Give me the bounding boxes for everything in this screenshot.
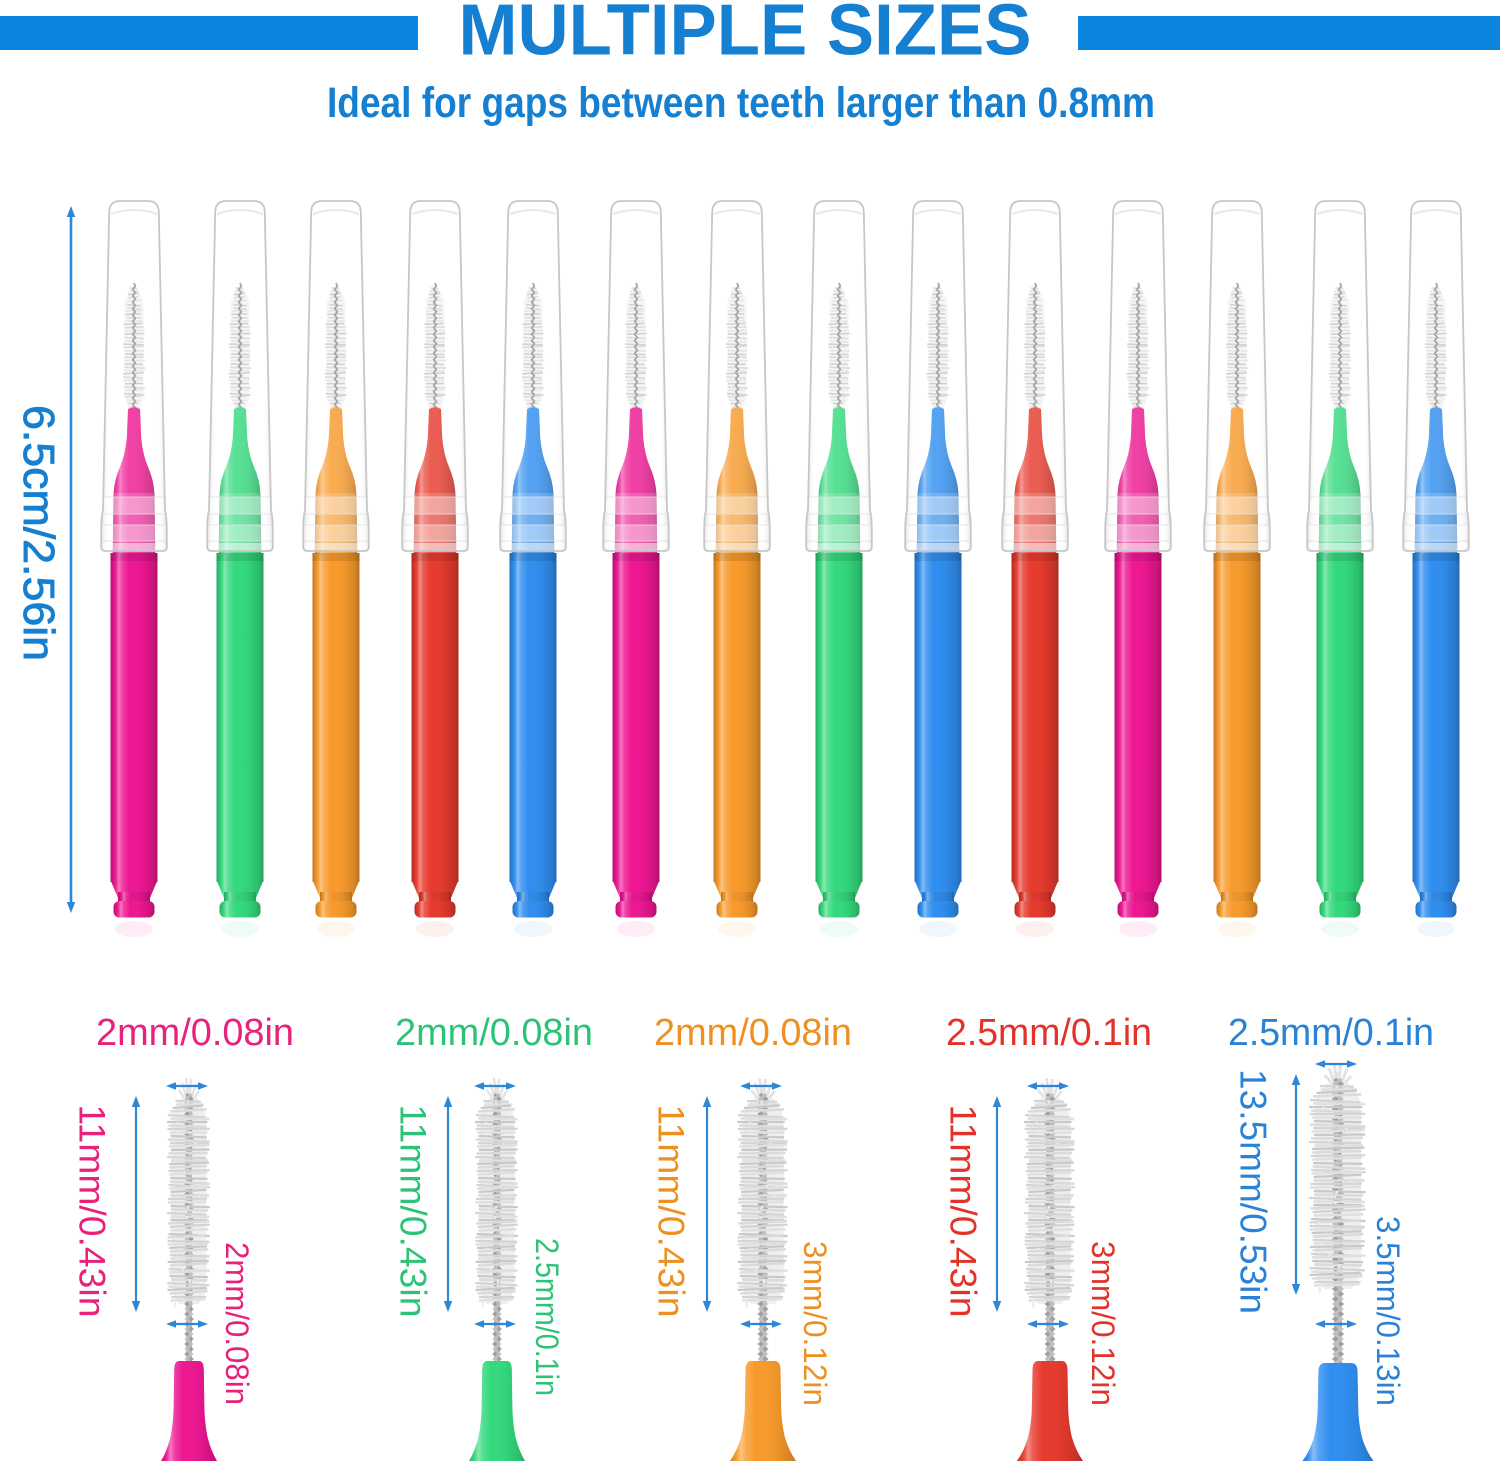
svg-text:2.5mm/0.1in: 2.5mm/0.1in: [1228, 1012, 1434, 1054]
svg-text:3.5mm/0.13in: 3.5mm/0.13in: [1370, 1216, 1406, 1406]
svg-text:3mm/0.12in: 3mm/0.12in: [797, 1241, 833, 1406]
svg-text:11mm/0.43in: 11mm/0.43in: [72, 1105, 113, 1318]
svg-text:3mm/0.12in: 3mm/0.12in: [1085, 1241, 1121, 1406]
svg-text:6.5cm/2.56in: 6.5cm/2.56in: [14, 405, 63, 661]
svg-text:2mm/0.08in: 2mm/0.08in: [395, 1012, 593, 1054]
svg-text:2mm/0.08in: 2mm/0.08in: [96, 1012, 294, 1054]
svg-text:13.5mm/0.53in: 13.5mm/0.53in: [1233, 1069, 1274, 1314]
svg-text:2mm/0.08in: 2mm/0.08in: [654, 1012, 852, 1054]
svg-text:2.5mm/0.1in: 2.5mm/0.1in: [529, 1238, 565, 1396]
svg-text:MULTIPLE SIZES: MULTIPLE SIZES: [459, 0, 1032, 71]
svg-text:Ideal for gaps between teeth l: Ideal for gaps between teeth larger than…: [327, 79, 1155, 127]
svg-text:2.5mm/0.1in: 2.5mm/0.1in: [946, 1012, 1152, 1054]
svg-text:2mm/0.08in: 2mm/0.08in: [219, 1242, 255, 1405]
svg-text:11mm/0.43in: 11mm/0.43in: [651, 1105, 692, 1318]
svg-text:11mm/0.43in: 11mm/0.43in: [393, 1105, 434, 1318]
svg-text:11mm/0.43in: 11mm/0.43in: [943, 1105, 984, 1318]
